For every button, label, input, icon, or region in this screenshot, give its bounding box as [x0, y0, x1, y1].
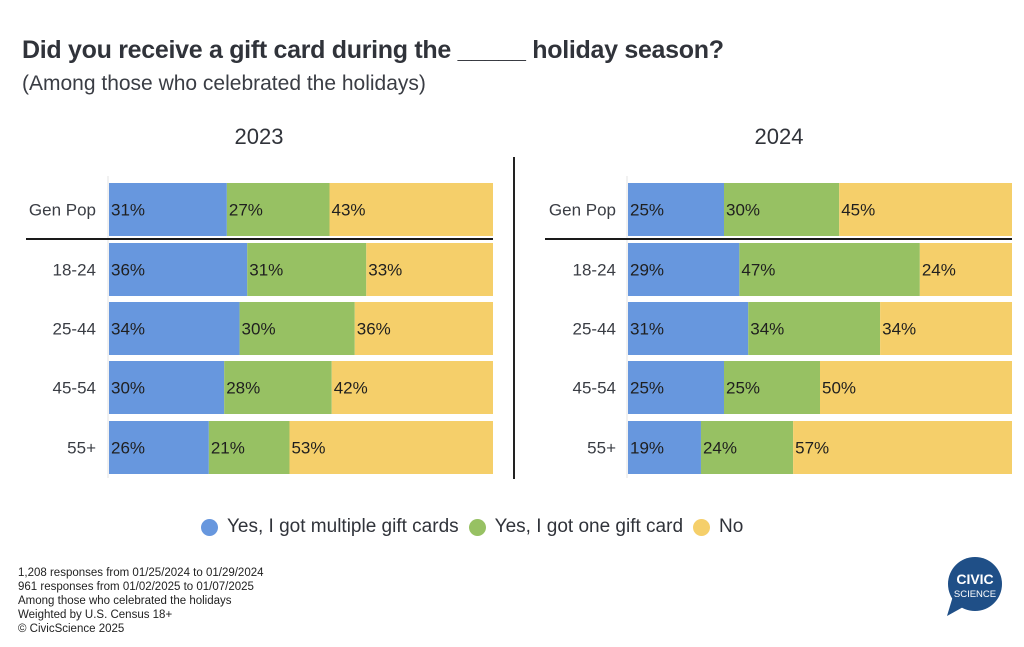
- bar-segment-multiple: [109, 243, 248, 296]
- data-label-no: 34%: [882, 320, 916, 339]
- data-label-one: 25%: [726, 379, 760, 398]
- data-label-one: 30%: [242, 320, 276, 339]
- data-label-no: 50%: [822, 379, 856, 398]
- legend-label-no: No: [719, 516, 744, 537]
- footnote-line: © CivicScience 2025: [18, 623, 125, 635]
- bar-segment-multiple: [628, 243, 740, 296]
- data-label-one: 30%: [726, 201, 760, 220]
- footnote-line: Weighted by U.S. Census 18+: [18, 609, 173, 621]
- bar-segment-one: [224, 361, 332, 414]
- panel-title-2023: 2023: [234, 124, 284, 149]
- chart-title: Did you receive a gift card during the _…: [22, 36, 724, 64]
- category-label: Gen Pop: [29, 201, 96, 220]
- logo-text-science: SCIENCE: [954, 589, 996, 600]
- category-label: 18-24: [573, 261, 616, 280]
- bar-segment-multiple: [628, 302, 749, 355]
- data-label-one: 24%: [703, 439, 737, 458]
- logo-text-civic: CIVIC: [956, 571, 993, 587]
- bar-segment-one: [724, 183, 840, 236]
- bar-segment-no: [329, 183, 493, 236]
- bar-segment-multiple: [109, 183, 227, 236]
- bar-segment-no: [839, 183, 1012, 236]
- data-label-multiple: 36%: [111, 261, 145, 280]
- legend-item-multiple: Yes, I got multiple gift cards: [201, 516, 459, 538]
- bar-segment-no: [919, 243, 1012, 296]
- data-label-one: 21%: [211, 439, 245, 458]
- logo-bubble-icon: [948, 557, 1002, 611]
- chart-subtitle: (Among those who celebrated the holidays…: [22, 72, 426, 95]
- bar-segment-multiple: [628, 183, 724, 236]
- panel-title-2024: 2024: [754, 124, 804, 149]
- bar-segment-one: [700, 421, 794, 474]
- bar-segment-one: [748, 302, 881, 355]
- legend-item-no: No: [693, 516, 743, 538]
- footnote-line: 1,208 responses from 01/25/2024 to 01/29…: [18, 567, 264, 579]
- footnote-line: Among those who celebrated the holidays: [18, 595, 232, 607]
- category-label: 45-54: [573, 379, 616, 398]
- category-label: 45-54: [53, 379, 96, 398]
- data-label-no: 33%: [368, 261, 402, 280]
- footnote: 1,208 responses from 01/25/2024 to 01/29…: [18, 566, 264, 636]
- data-label-multiple: 19%: [630, 439, 664, 458]
- bar-segment-multiple: [628, 421, 701, 474]
- data-label-no: 45%: [841, 201, 875, 220]
- bar-segment-multiple: [109, 361, 225, 414]
- category-label: 55+: [67, 439, 96, 458]
- bar-segment-one: [247, 243, 367, 296]
- data-label-multiple: 29%: [630, 261, 664, 280]
- bar-segment-one: [239, 302, 355, 355]
- legend: Yes, I got multiple gift cards Yes, I go…: [201, 516, 753, 538]
- bar-segment-one: [724, 361, 820, 414]
- data-label-no: 53%: [291, 439, 325, 458]
- bar-segment-no: [289, 421, 493, 474]
- bar-segment-no: [793, 421, 1012, 474]
- data-label-no: 36%: [357, 320, 391, 339]
- legend-label-multiple: Yes, I got multiple gift cards: [227, 516, 459, 537]
- data-label-no: 42%: [334, 379, 368, 398]
- civicscience-logo: CIVIC SCIENCE: [947, 557, 1002, 616]
- bar-segment-no: [331, 361, 493, 414]
- logo-bubble-tail-icon: [947, 596, 965, 616]
- data-label-multiple: 31%: [111, 201, 145, 220]
- category-label: 25-44: [53, 320, 96, 339]
- data-label-one: 31%: [249, 261, 283, 280]
- panel-2024: 25% 30% 45% Gen Pop 29% 47% 24% 18-24 31% 34% 34% 2…: [545, 176, 1012, 478]
- data-label-one: 34%: [750, 320, 784, 339]
- data-label-one: 28%: [226, 379, 260, 398]
- legend-dot-multiple-icon: [201, 518, 218, 536]
- category-label: 25-44: [573, 320, 616, 339]
- bar-segment-no: [880, 302, 1012, 355]
- data-label-multiple: 31%: [630, 320, 664, 339]
- bar-segment-one: [739, 243, 920, 296]
- data-label-multiple: 25%: [630, 379, 664, 398]
- bar-segment-one: [208, 421, 290, 474]
- data-label-no: 43%: [332, 201, 366, 220]
- data-label-one: 27%: [229, 201, 263, 220]
- data-label-one: 47%: [741, 261, 775, 280]
- data-label-no: 24%: [922, 261, 956, 280]
- data-label-multiple: 34%: [111, 320, 145, 339]
- data-label-multiple: 26%: [111, 439, 145, 458]
- data-label-multiple: 25%: [630, 201, 664, 220]
- data-label-no: 57%: [795, 439, 829, 458]
- data-label-multiple: 30%: [111, 379, 145, 398]
- legend-label-one: Yes, I got one gift card: [494, 516, 684, 537]
- bar-segment-multiple: [109, 302, 240, 355]
- bar-segment-one: [226, 183, 330, 236]
- panel-2023: 31% 27% 43% Gen Pop 36% 31% 33% 18-24 34% 30% 36% 2…: [26, 176, 493, 478]
- bar-segment-no: [820, 361, 1012, 414]
- footnote-line: 961 responses from 01/02/2025 to 01/07/2…: [18, 581, 254, 593]
- category-label: Gen Pop: [549, 201, 616, 220]
- bar-segment-multiple: [628, 361, 724, 414]
- legend-dot-no-icon: [693, 518, 711, 536]
- bar-segment-no: [366, 243, 493, 296]
- bar-segment-multiple: [109, 421, 209, 474]
- category-label: 55+: [587, 439, 616, 458]
- legend-dot-one-icon: [468, 518, 486, 536]
- legend-item-one: Yes, I got one gift card: [468, 516, 684, 538]
- bar-segment-no: [354, 302, 493, 355]
- category-label: 18-24: [53, 261, 96, 280]
